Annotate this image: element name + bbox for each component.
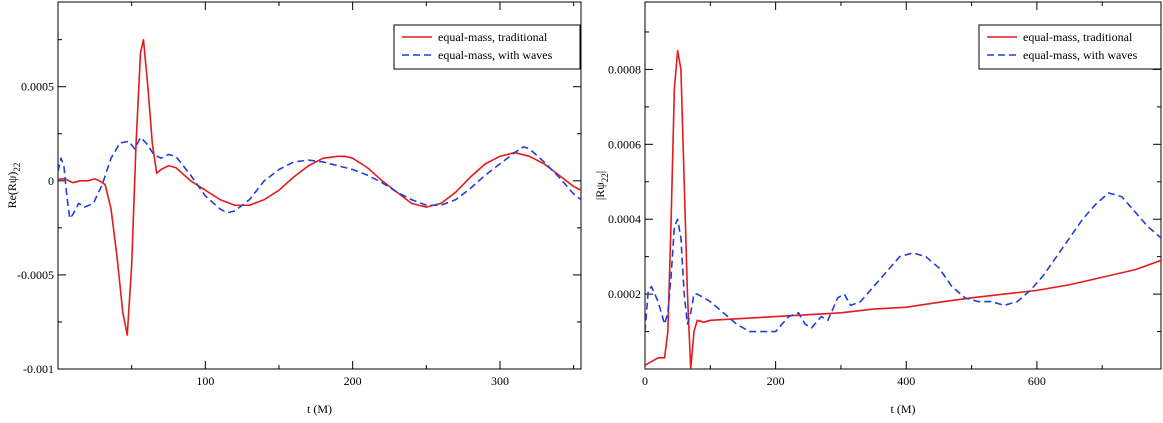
x-tick-label: 600 [1028, 374, 1046, 388]
x-tick-label: 300 [491, 374, 509, 388]
series-line-with-waves [645, 192, 1161, 333]
y-tick-label: -0.0005 [17, 268, 54, 282]
x-axis-label: t (M) [891, 402, 916, 416]
legend-label: equal-mass, traditional [438, 30, 548, 44]
x-tick-label: 200 [767, 374, 785, 388]
series-group [58, 38, 581, 336]
legend-label: equal-mass, with waves [438, 48, 553, 62]
y-axis-label: Re(Rψ)22 [5, 163, 22, 209]
y-tick-label: 0 [48, 174, 54, 188]
y-tick-label: 0.0004 [608, 212, 641, 226]
plot-frame [644, 1, 1162, 370]
y-tick-label: -0.001 [23, 362, 54, 376]
y-tick-label: 0.0006 [608, 137, 641, 151]
y-tick-label: 0.0005 [21, 80, 54, 94]
series-line-traditional [58, 38, 581, 336]
legend-label: equal-mass, traditional [1023, 30, 1133, 44]
x-axis-label: t (M) [307, 402, 332, 416]
y-axis-label: |Rψ22| [593, 171, 610, 200]
x-tick-label: 200 [344, 374, 362, 388]
y-tick-label: 0.0008 [608, 62, 641, 76]
x-tick-label: 100 [196, 374, 214, 388]
legend-box [393, 24, 581, 70]
x-tick-label: 400 [897, 374, 915, 388]
y-tick-label: 0.0002 [608, 287, 641, 301]
series-line-with-waves [58, 136, 581, 220]
legend-label: equal-mass, with waves [1023, 48, 1138, 62]
legend-box [978, 24, 1162, 70]
chart-right: 0 200 400 600 0.0002 0.0004 0.0006 0.0008 t (M) |… [593, 1, 1162, 416]
x-tick-label: 0 [642, 374, 648, 388]
chart-left: 100 200 300 -0.001 -0.0005 0 0.0005 t (M) Re(Rψ)… [5, 1, 582, 416]
plot-frame [57, 1, 582, 370]
series-line-traditional [645, 49, 1161, 369]
series-group [645, 49, 1161, 369]
